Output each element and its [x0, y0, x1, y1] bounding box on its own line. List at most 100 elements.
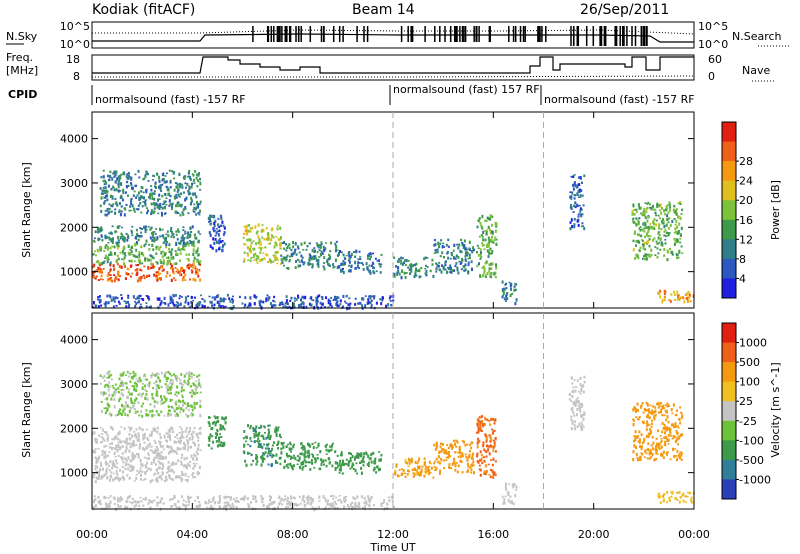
echo-cell — [169, 263, 172, 266]
echo-cell — [666, 439, 669, 442]
echo-cell — [424, 272, 427, 275]
echo-cell — [643, 257, 646, 260]
echo-cell — [155, 478, 158, 482]
echo-cell — [199, 413, 202, 418]
echo-cell — [158, 267, 161, 270]
echo-cell — [573, 174, 576, 176]
echo-cell — [324, 306, 326, 309]
echo-cell — [169, 180, 172, 183]
echo-cell — [479, 468, 482, 472]
echo-cell — [276, 227, 279, 231]
echo-cell — [483, 470, 486, 474]
echo-cell — [672, 403, 675, 407]
echo-cell — [582, 384, 585, 388]
echo-cell — [183, 270, 185, 274]
echo-cell — [689, 491, 692, 495]
echo-cell — [463, 246, 466, 250]
echo-cell — [179, 440, 182, 444]
echo-cell — [145, 239, 148, 243]
echo-cell — [146, 257, 149, 261]
echo-cell — [307, 449, 310, 454]
noise-tick-high-right: 10^5 — [698, 20, 728, 33]
echo-cell — [162, 302, 165, 304]
echo-cell — [326, 258, 329, 262]
echo-cell — [184, 206, 187, 209]
echo-cell — [156, 262, 159, 265]
echo-cell — [274, 258, 277, 262]
echo-cell — [115, 201, 118, 204]
echo-cell — [385, 304, 388, 308]
echo-cell — [276, 428, 279, 432]
echo-cell — [267, 428, 270, 432]
echo-cell — [120, 380, 123, 382]
echo-cell — [682, 499, 685, 503]
echo-cell — [193, 392, 196, 396]
echo-cell — [172, 471, 175, 474]
echo-cell — [313, 247, 316, 249]
echo-cell — [680, 458, 683, 461]
echo-cell — [123, 427, 126, 430]
echo-cell — [254, 225, 257, 229]
echo-cell — [156, 236, 159, 239]
echo-cell — [219, 299, 222, 303]
echo-cell — [134, 298, 137, 300]
echo-cell — [136, 410, 139, 413]
echo-cell — [388, 296, 391, 300]
echo-cell — [485, 455, 488, 458]
echo-cell — [121, 456, 124, 460]
echo-cell — [100, 235, 103, 238]
echo-cell — [109, 231, 112, 235]
echo-cell — [144, 174, 147, 178]
echo-cell — [159, 184, 162, 187]
echo-cell — [249, 259, 252, 263]
echo-cell — [298, 456, 301, 460]
echo-cell — [115, 469, 118, 473]
echo-cell — [196, 249, 199, 253]
echo-cell — [478, 464, 481, 467]
echo-cell — [573, 400, 576, 404]
echo-cell — [648, 451, 651, 453]
echo-cell — [150, 431, 153, 436]
echo-cell — [632, 450, 635, 454]
echo-cell — [493, 441, 496, 445]
echo-cell — [649, 411, 652, 415]
echo-cell — [338, 495, 341, 497]
echo-cell — [655, 442, 658, 446]
echo-cell — [660, 241, 663, 244]
echo-cell — [158, 179, 161, 181]
echo-cell — [644, 224, 647, 228]
echo-cell — [157, 501, 160, 504]
echo-cell — [127, 375, 130, 378]
echo-cell — [195, 304, 198, 308]
echo-cell — [287, 463, 290, 465]
echo-cell — [162, 464, 165, 468]
echo-cell — [127, 300, 129, 304]
echo-cell — [192, 476, 195, 479]
echo-cell — [574, 427, 577, 431]
echo-cell — [133, 480, 136, 482]
echo-cell — [491, 233, 494, 236]
echo-cell — [155, 393, 158, 397]
echo-cell — [481, 227, 484, 230]
echo-cell — [203, 299, 206, 303]
echo-cell — [672, 447, 674, 452]
echo-cell — [139, 467, 142, 470]
echo-cell — [93, 473, 96, 476]
echo-cell — [147, 452, 150, 455]
echo-cell — [119, 496, 122, 499]
echo-cell — [479, 430, 482, 432]
echo-cell — [157, 198, 159, 202]
echo-cell — [677, 232, 680, 235]
echo-cell — [258, 246, 261, 249]
echo-cell — [580, 425, 582, 429]
echo-cell — [583, 174, 586, 178]
echo-cell — [131, 465, 133, 469]
echo-cell — [120, 205, 123, 208]
echo-cell — [465, 247, 468, 251]
noise-tick-low-left: 10^0 — [60, 38, 90, 51]
echo-cell — [691, 500, 694, 504]
echo-cell — [168, 204, 171, 207]
echo-cell — [424, 468, 427, 470]
echo-cell — [253, 253, 255, 256]
echo-cell — [651, 436, 654, 439]
